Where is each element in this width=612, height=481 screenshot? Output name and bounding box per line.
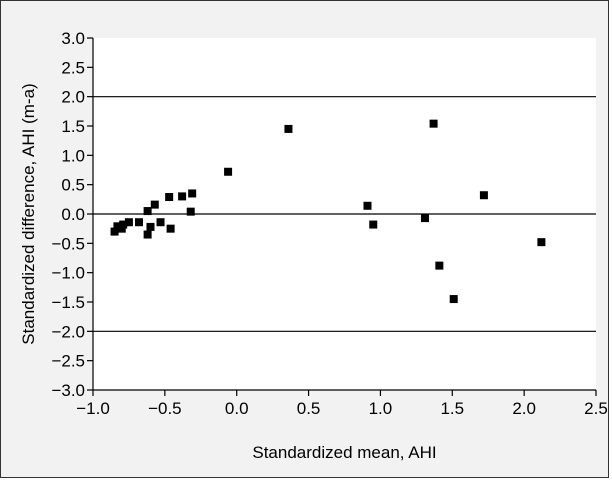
data-point bbox=[420, 214, 429, 223]
x-axis-label: Standardized mean, AHI bbox=[252, 443, 436, 462]
data-point bbox=[156, 218, 165, 227]
data-point bbox=[429, 119, 438, 128]
data-point bbox=[119, 220, 128, 229]
data-point bbox=[143, 207, 152, 216]
y-tick-label: −1.0 bbox=[51, 264, 85, 283]
x-tick-label: −1.0 bbox=[76, 399, 110, 418]
x-tick-label: 0.0 bbox=[225, 399, 249, 418]
y-tick-label: 1.0 bbox=[61, 146, 85, 165]
data-point bbox=[435, 261, 444, 270]
data-point bbox=[363, 201, 372, 210]
y-tick-label: −0.5 bbox=[51, 234, 85, 253]
data-point bbox=[165, 192, 174, 201]
data-point bbox=[166, 224, 175, 233]
y-tick-label: 0.5 bbox=[61, 176, 85, 195]
data-point bbox=[369, 220, 378, 229]
data-points bbox=[110, 119, 546, 304]
x-tick-label: 1.0 bbox=[369, 399, 393, 418]
data-point bbox=[110, 227, 119, 236]
data-point bbox=[113, 222, 122, 231]
data-point bbox=[224, 167, 233, 176]
data-point bbox=[449, 295, 458, 304]
y-tick-label: 1.5 bbox=[61, 117, 85, 136]
x-tick-label: 1.5 bbox=[440, 399, 464, 418]
y-tick-label: 3.0 bbox=[61, 29, 85, 48]
x-tick-label: 0.5 bbox=[297, 399, 321, 418]
y-tick-label: 0.0 bbox=[61, 205, 85, 224]
y-tick-label: 2.0 bbox=[61, 88, 85, 107]
data-point bbox=[150, 200, 159, 209]
data-point bbox=[186, 207, 195, 216]
data-point bbox=[284, 124, 293, 133]
x-tick-label: −0.5 bbox=[148, 399, 182, 418]
x-tick-label: 2.5 bbox=[584, 399, 608, 418]
y-tick-label: 2.5 bbox=[61, 58, 85, 77]
y-tick-label: −1.5 bbox=[51, 293, 85, 312]
data-point bbox=[479, 191, 488, 200]
data-point bbox=[117, 224, 126, 233]
data-point bbox=[178, 192, 187, 201]
x-tick-label: 2.0 bbox=[512, 399, 536, 418]
data-point bbox=[134, 218, 143, 227]
reference-lines bbox=[93, 96, 596, 332]
y-axis-label: Standardized difference, AHI (m-a) bbox=[19, 83, 38, 344]
y-tick-label: −2.0 bbox=[51, 322, 85, 341]
ticks: 3.0 2.5 2.0 1.5 1.0 0.5 0.0 −0.5 −1.0 −1.5 −2.0 −2.… bbox=[51, 29, 607, 418]
data-point bbox=[143, 230, 152, 239]
data-point bbox=[537, 238, 546, 247]
y-tick-label: −2.5 bbox=[51, 352, 85, 371]
data-point bbox=[146, 222, 155, 231]
data-point bbox=[124, 218, 133, 227]
y-tick-label: −3.0 bbox=[51, 381, 85, 400]
data-point bbox=[188, 189, 197, 198]
